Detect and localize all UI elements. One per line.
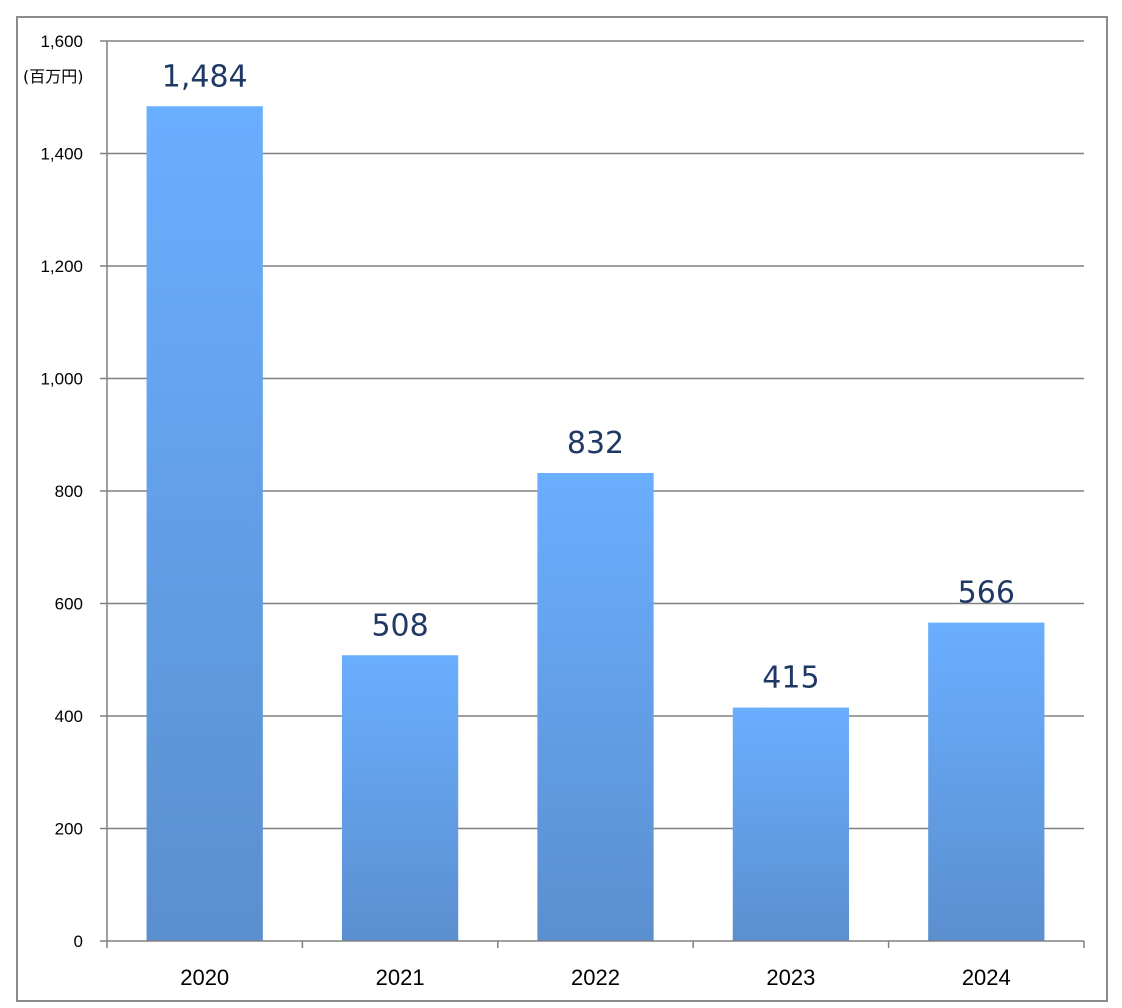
x-tick-label-2021: 2021: [376, 965, 425, 990]
y-tick-label: 0: [74, 932, 83, 951]
y-tick-label: 1,200: [40, 257, 83, 276]
bar-2024: [928, 622, 1045, 941]
bar-2022: [537, 473, 654, 941]
y-tick-label: 800: [55, 482, 83, 501]
y-tick-label: 200: [55, 820, 83, 839]
x-tick-label-2023: 2023: [766, 965, 815, 990]
y-tick-label: 600: [55, 595, 83, 614]
data-label-2020: 1,484: [162, 59, 248, 94]
data-label-2022: 832: [567, 426, 624, 461]
x-tick-label-2020: 2020: [180, 965, 229, 990]
bar-2023: [732, 707, 850, 941]
y-tick-label: 400: [55, 707, 83, 726]
data-label-2021: 508: [371, 608, 428, 643]
labels: 0 200 400 600 800 1,000 1,200 1,400 1,600 1,484 20…: [40, 32, 1014, 990]
x-tick-label-2022: 2022: [571, 965, 620, 990]
data-label-2023: 415: [762, 661, 819, 696]
y-tick-label: 1,400: [40, 145, 83, 164]
bars: [146, 106, 1045, 941]
bar-2020: [146, 106, 263, 941]
y-tick-label: 1,000: [40, 370, 83, 389]
y-axis-unit-label: (百万円): [23, 67, 84, 86]
data-label-2024: 566: [958, 576, 1015, 611]
bar-2021: [341, 655, 459, 941]
x-tick-label-2024: 2024: [962, 965, 1011, 990]
axes: [100, 40, 1085, 948]
grid-lines: [107, 40, 1084, 830]
y-tick-label: 1,600: [40, 32, 83, 51]
